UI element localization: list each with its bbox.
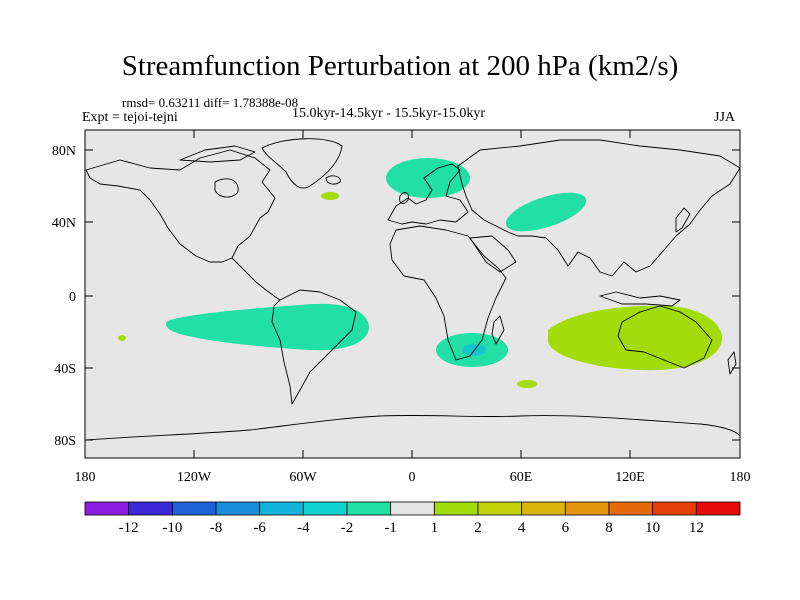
colorbar-label: 12 — [689, 520, 704, 536]
colorbar-swatch — [346, 501, 392, 516]
coast-south-america — [271, 289, 357, 405]
colorbar-swatch — [215, 501, 261, 516]
map-title: Streamfunction Perturbation at 200 hPa (… — [121, 50, 679, 82]
coast-indonesia — [599, 291, 681, 307]
coast-north-america — [85, 149, 276, 263]
colorbar-swatch — [302, 501, 348, 516]
lon-label: 120W — [177, 470, 212, 485]
colorbar: -12 -10 -8 -6 -4 -2 -1 1 2 4 6 8 10 12 — [84, 501, 741, 536]
anomaly-greenland-sea — [321, 192, 339, 200]
lon-axis — [193, 130, 631, 458]
coast-iceland — [325, 175, 341, 185]
lat-label: 80S — [54, 434, 76, 449]
colorbar-label: 6 — [562, 520, 570, 536]
period-label: 15.0kyr-14.5kyr - 15.5kyr-15.0kyr — [292, 106, 486, 121]
colorbar-label: 10 — [645, 520, 660, 536]
colorbar-swatch — [433, 501, 479, 516]
anomaly-australia — [548, 305, 722, 371]
colorbar-label: 8 — [605, 520, 613, 536]
lon-label: 180 — [75, 470, 96, 485]
lat-axis — [85, 149, 740, 441]
experiment-label: Expt = tejoi-tejni — [82, 110, 178, 125]
coast-europe — [387, 163, 469, 225]
lon-label: 180 — [730, 470, 751, 485]
coast-arabia — [469, 235, 517, 273]
coast-central-america — [231, 257, 281, 301]
lon-label: 60W — [289, 470, 317, 485]
coast-new-zealand — [727, 351, 737, 375]
coast-arctic-islands — [179, 145, 256, 163]
colorbar-label: -8 — [210, 520, 223, 536]
colorbar-swatch — [564, 501, 610, 516]
colorbar-swatch — [128, 501, 173, 516]
colorbar-label: 2 — [474, 520, 482, 536]
coast-australia — [617, 305, 713, 369]
lon-label: 0 — [409, 470, 416, 485]
lon-label: 120E — [615, 470, 645, 485]
lat-label: 80N — [52, 144, 76, 159]
colorbar-label: 4 — [518, 520, 526, 536]
colorbar-swatch — [390, 501, 435, 516]
coastlines — [85, 138, 741, 441]
lat-label: 40N — [52, 216, 76, 231]
colorbar-label: -4 — [297, 520, 310, 536]
colorbar-swatch — [171, 501, 217, 516]
colorbar-label: -6 — [253, 520, 266, 536]
colorbar-swatch — [695, 501, 741, 516]
coast-antarctica — [85, 414, 741, 441]
colorbar-swatch — [477, 501, 523, 516]
lat-label: 0 — [69, 290, 76, 305]
colorbar-label: -1 — [384, 520, 397, 536]
colorbar-swatch — [521, 501, 566, 516]
coast-greenland — [261, 138, 343, 189]
colorbar-swatch — [259, 501, 304, 516]
anomaly-patches — [118, 158, 722, 388]
stats-label: rmsd= 0.63211 diff= 1.78388e-08 — [122, 95, 299, 110]
colorbar-swatch — [608, 501, 654, 516]
coast-asia — [457, 139, 741, 277]
anomaly-indian-ocean — [517, 380, 537, 388]
colorbar-label: -10 — [162, 520, 182, 536]
season-label: JJA — [714, 110, 736, 125]
coast-japan — [675, 207, 691, 233]
coast-madagascar — [491, 315, 505, 345]
colorbar-label: -12 — [119, 520, 139, 536]
coast-hudson-bay — [214, 178, 239, 198]
anomaly-south-atlantic — [165, 303, 369, 351]
colorbar-label: -2 — [341, 520, 354, 536]
colorbar-swatch — [84, 501, 130, 516]
lat-label: 40S — [54, 362, 76, 377]
anomaly-scandinavia — [386, 158, 470, 198]
coast-britain — [399, 192, 409, 204]
anomaly-pacific — [118, 335, 126, 341]
lon-label: 60E — [510, 470, 533, 485]
colorbar-swatch — [652, 501, 697, 516]
colorbar-label: 1 — [431, 520, 439, 536]
anomaly-central-asia — [505, 192, 587, 232]
